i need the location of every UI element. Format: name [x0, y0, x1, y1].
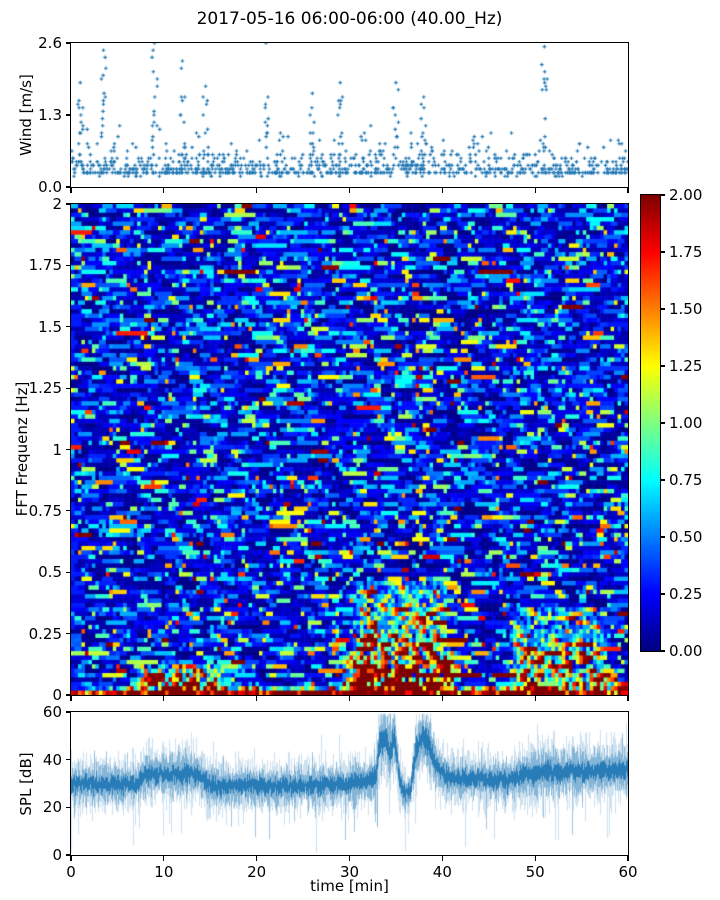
fft-y-tick: [65, 264, 70, 266]
fft-y-tick-label: 2: [52, 195, 62, 213]
fft-x-tick: [534, 696, 536, 701]
wind-y-tick-label: 0.0: [38, 178, 62, 196]
spl-y-tick: [65, 854, 70, 856]
fft-y-tick: [65, 387, 70, 389]
time-x-tick-label: 40: [432, 863, 452, 881]
spl-y-tick: [65, 759, 70, 761]
spl-y-tick: [65, 806, 70, 808]
fft-y-tick-label: 1.5: [38, 317, 62, 336]
colorbar-tick: [661, 479, 665, 481]
fft-y-tick-label: 0.75: [28, 501, 62, 520]
fft-y-tick: [65, 694, 70, 696]
time-x-tick: [534, 856, 536, 861]
wind-x-tick: [441, 188, 443, 193]
fft-y-tick-label: 0: [52, 686, 62, 704]
fft-x-tick: [163, 696, 165, 701]
colorbar-tick: [661, 365, 665, 367]
spl-y-tick: [65, 711, 70, 713]
time-x-tick-label: 10: [154, 863, 174, 881]
time-x-tick: [441, 856, 443, 861]
colorbar-tick-label: 0.25: [669, 585, 703, 603]
wind-x-tick: [534, 188, 536, 193]
colorbar-tick: [661, 650, 665, 652]
fft-y-tick-label: 0.25: [28, 624, 62, 643]
colorbar-gradient-canvas: [641, 195, 660, 651]
colorbar-tick-label: 1.25: [669, 357, 703, 375]
time-x-tick: [627, 856, 629, 861]
spl-y-tick-label: 0: [52, 846, 62, 864]
fft-x-tick: [70, 696, 72, 701]
fft-spectrogram-canvas: [71, 204, 628, 695]
fft-y-tick: [65, 633, 70, 635]
wind-y-tick-label: 2.6: [38, 34, 62, 52]
spl-y-tick-label: 40: [42, 750, 62, 769]
wind-x-tick: [256, 188, 258, 193]
colorbar-tick: [661, 593, 665, 595]
wind-y-tick: [65, 42, 70, 44]
colorbar-tick-label: 0.75: [669, 471, 703, 489]
fft-spectrogram-panel: [70, 203, 629, 696]
fft-y-tick: [65, 203, 70, 205]
fft-y-tick-label: 1.75: [28, 256, 62, 275]
spl-y-tick-label: 20: [42, 798, 62, 817]
time-x-tick: [163, 856, 165, 861]
wind-x-tick: [70, 188, 72, 193]
colorbar-tick-label: 1.50: [669, 300, 703, 318]
spl-timeseries-panel: [70, 711, 629, 856]
colorbar-tick: [661, 194, 665, 196]
wind-scatter-canvas: [71, 43, 628, 187]
time-x-tick: [256, 856, 258, 861]
spl-timeseries-canvas: [71, 712, 628, 855]
colorbar-tick-label: 0.00: [669, 642, 703, 660]
wind-x-tick: [348, 188, 351, 193]
colorbar-tick: [661, 536, 665, 538]
time-x-tick: [348, 856, 351, 861]
fft-y-tick: [65, 448, 70, 451]
fft-y-tick: [65, 510, 70, 512]
fft-x-tick: [627, 696, 629, 701]
fft-y-tick: [65, 571, 70, 573]
colorbar-tick-label: 0.50: [669, 528, 703, 546]
time-axis-label: time [min]: [310, 877, 389, 895]
time-x-tick-label: 60: [618, 863, 638, 881]
fft-x-tick: [348, 696, 351, 701]
colorbar-tick-label: 1.75: [669, 243, 703, 261]
colorbar-tick-label: 2.00: [669, 186, 703, 204]
time-x-tick-label: 20: [247, 863, 267, 881]
time-x-tick-label: 50: [525, 863, 545, 881]
wind-y-tick: [65, 186, 70, 188]
wind-y-tick-label: 1.3: [38, 106, 62, 124]
time-x-tick: [70, 856, 72, 861]
fft-y-tick-label: 1.25: [28, 379, 62, 398]
fft-y-tick-label: 1: [52, 440, 62, 459]
colorbar: [640, 194, 661, 652]
colorbar-tick: [661, 422, 665, 424]
colorbar-tick: [661, 251, 665, 253]
time-x-tick-label: 30: [339, 863, 360, 881]
fft-y-tick: [65, 326, 70, 328]
colorbar-tick: [661, 308, 665, 310]
colorbar-tick-label: 1.00: [669, 414, 703, 432]
wind-y-tick: [65, 114, 70, 116]
spl-y-tick-label: 60: [42, 703, 62, 721]
fft-x-tick: [256, 696, 258, 701]
time-x-tick-label: 0: [66, 863, 76, 881]
figure-title: 2017-05-16 06:00-06:00 (40.00_Hz): [196, 9, 503, 29]
wind-x-tick: [163, 188, 165, 193]
fft-x-tick: [441, 696, 443, 701]
wind-x-tick: [627, 188, 629, 193]
fft-y-tick-label: 0.5: [38, 563, 62, 582]
wind-scatter-panel: [70, 42, 629, 188]
